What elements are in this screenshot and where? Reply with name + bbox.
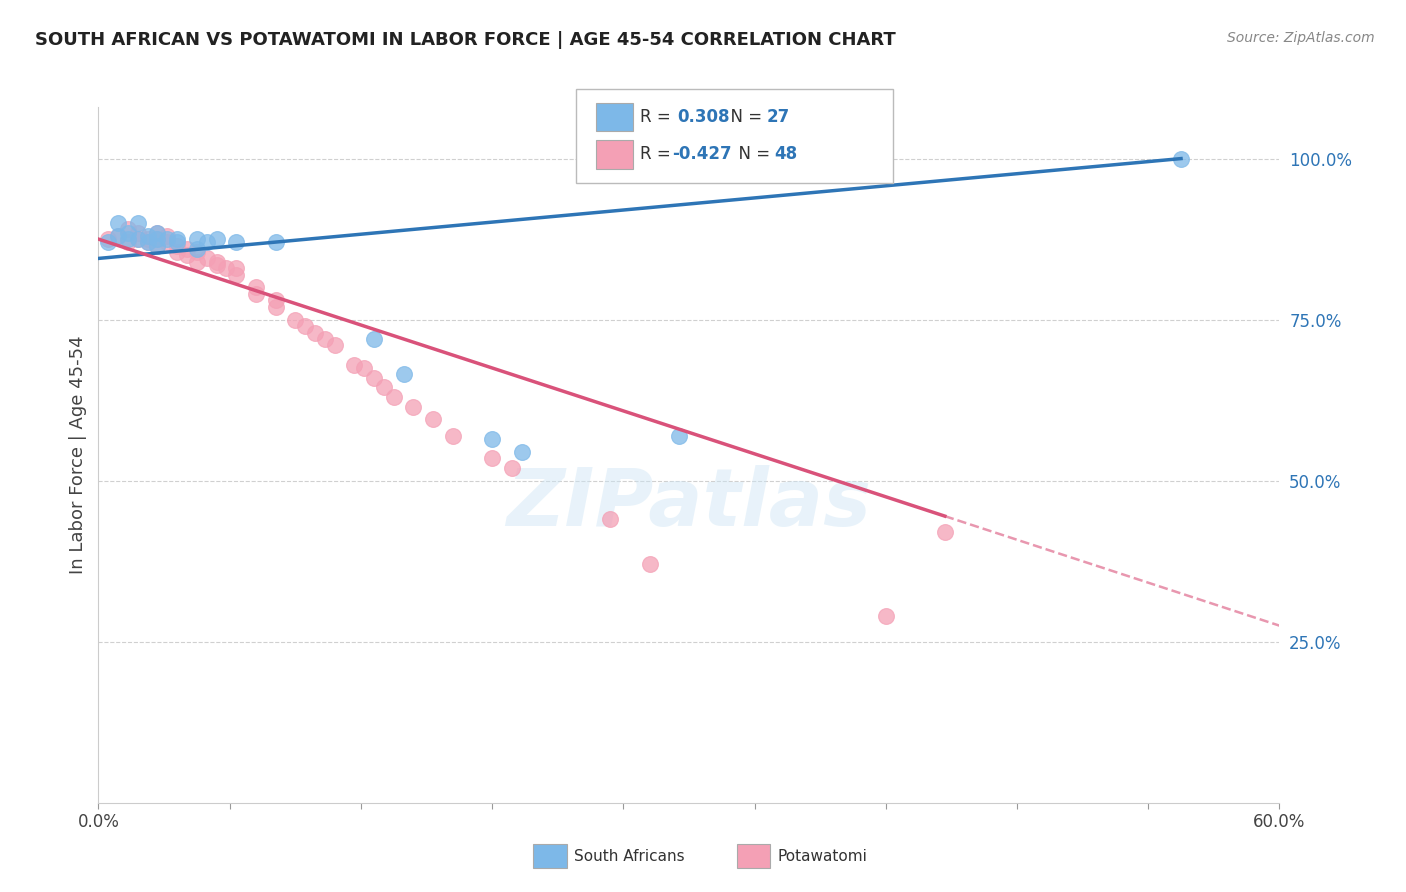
- Point: [146, 238, 169, 252]
- Point: [638, 558, 661, 572]
- Point: [1170, 152, 1192, 166]
- Point: [294, 319, 316, 334]
- Point: [481, 451, 503, 466]
- Text: N =: N =: [720, 108, 768, 126]
- Point: [205, 258, 228, 272]
- Point: [225, 235, 247, 250]
- Point: [875, 609, 897, 624]
- Point: [176, 248, 198, 262]
- Point: [314, 332, 336, 346]
- Point: [156, 228, 179, 243]
- Point: [136, 228, 159, 243]
- Point: [934, 525, 956, 540]
- Point: [107, 216, 129, 230]
- Point: [245, 280, 267, 294]
- Text: 48: 48: [775, 145, 797, 163]
- Point: [264, 300, 287, 314]
- Point: [284, 312, 307, 326]
- Point: [107, 228, 129, 243]
- Point: [97, 232, 120, 246]
- Point: [264, 293, 287, 308]
- Text: ZIPatlas: ZIPatlas: [506, 465, 872, 542]
- Point: [127, 226, 149, 240]
- Point: [127, 216, 149, 230]
- Point: [146, 232, 169, 246]
- Point: [225, 261, 247, 276]
- Point: [402, 400, 425, 414]
- Point: [117, 226, 139, 240]
- Point: [353, 360, 375, 375]
- Point: [205, 232, 228, 246]
- Point: [382, 390, 405, 404]
- Text: 27: 27: [766, 108, 790, 126]
- Point: [422, 412, 444, 426]
- Point: [136, 235, 159, 250]
- Point: [156, 232, 179, 246]
- Point: [146, 226, 169, 240]
- Point: [215, 261, 238, 276]
- Point: [127, 232, 149, 246]
- Point: [343, 358, 366, 372]
- Text: -0.427: -0.427: [672, 145, 731, 163]
- Point: [205, 254, 228, 268]
- Text: R =: R =: [640, 108, 676, 126]
- Point: [117, 222, 139, 236]
- Point: [501, 460, 523, 475]
- Point: [225, 268, 247, 282]
- Point: [117, 232, 139, 246]
- Text: R =: R =: [640, 145, 676, 163]
- Point: [264, 235, 287, 250]
- Point: [363, 370, 385, 384]
- Point: [195, 235, 218, 250]
- Point: [146, 226, 169, 240]
- Point: [97, 235, 120, 250]
- Text: SOUTH AFRICAN VS POTAWATOMI IN LABOR FORCE | AGE 45-54 CORRELATION CHART: SOUTH AFRICAN VS POTAWATOMI IN LABOR FOR…: [35, 31, 896, 49]
- Point: [245, 286, 267, 301]
- Point: [156, 235, 179, 250]
- Text: Source: ZipAtlas.com: Source: ZipAtlas.com: [1227, 31, 1375, 45]
- Point: [304, 326, 326, 340]
- Point: [186, 254, 208, 268]
- Text: 0.308: 0.308: [678, 108, 730, 126]
- Point: [166, 244, 188, 259]
- Point: [668, 428, 690, 442]
- Point: [136, 232, 159, 246]
- Point: [166, 235, 188, 250]
- Point: [146, 238, 169, 252]
- Point: [363, 332, 385, 346]
- Point: [107, 228, 129, 243]
- Point: [373, 380, 395, 394]
- Point: [481, 432, 503, 446]
- Point: [323, 338, 346, 352]
- Point: [127, 232, 149, 246]
- Text: N =: N =: [728, 145, 776, 163]
- Text: Potawatomi: Potawatomi: [778, 849, 868, 863]
- Text: South Africans: South Africans: [574, 849, 685, 863]
- Point: [166, 232, 188, 246]
- Point: [117, 235, 139, 250]
- Point: [510, 444, 533, 458]
- Y-axis label: In Labor Force | Age 45-54: In Labor Force | Age 45-54: [69, 335, 87, 574]
- Point: [166, 238, 188, 252]
- Point: [599, 512, 621, 526]
- Point: [186, 242, 208, 256]
- Point: [146, 232, 169, 246]
- Point: [392, 368, 415, 382]
- Point: [176, 242, 198, 256]
- Point: [186, 244, 208, 259]
- Point: [186, 232, 208, 246]
- Point: [136, 235, 159, 250]
- Point: [441, 428, 464, 442]
- Point: [195, 252, 218, 266]
